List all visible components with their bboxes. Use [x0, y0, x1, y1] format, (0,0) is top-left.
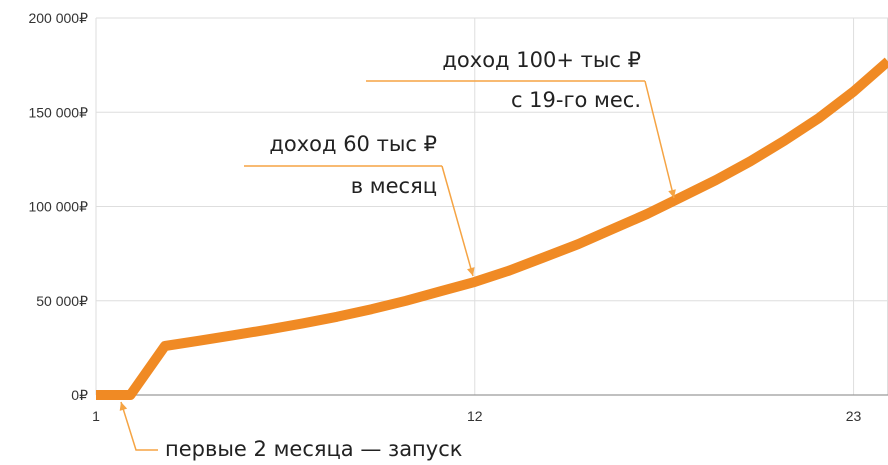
annotation-text: первые 2 месяца — запуск [165, 437, 462, 461]
x-tick-label: 23 [846, 408, 862, 424]
y-tick-label: 100 000₽ [28, 199, 88, 215]
annotations: доход 100+ тыс ₽ с 19-го мес. доход 60 тыс… [119, 48, 676, 461]
annotation-arrowhead [119, 402, 128, 411]
y-tick-label: 150 000₽ [28, 104, 88, 120]
annotation: доход 100+ тыс ₽ с 19-го мес. [366, 48, 676, 199]
annotation: доход 60 тыс ₽ в месяц [244, 132, 475, 277]
y-tick-label: 200 000₽ [28, 10, 88, 26]
annotation: первые 2 месяца — запуск [119, 401, 462, 461]
series-line [96, 57, 888, 400]
y-tick-label: 0₽ [71, 387, 88, 403]
series-layer [96, 57, 888, 400]
annotation-leader-line [644, 80, 675, 199]
x-tick-label: 1 [92, 408, 100, 424]
x-tick-label: 12 [467, 408, 483, 424]
annotation-text: с 19-го мес. [511, 88, 641, 112]
annotation-arrowhead [467, 267, 475, 276]
annotation-leader-line [441, 165, 474, 277]
annotation-arrowhead [668, 189, 676, 198]
axes: 0₽ 50 000₽ 100 000₽ 150 000₽ 200 000₽ 1 12 23 [28, 10, 888, 424]
y-tick-label: 50 000₽ [36, 293, 88, 309]
annotation-text: доход 100+ тыс ₽ [442, 48, 641, 72]
annotation-text: доход 60 тыс ₽ [269, 132, 437, 156]
annotation-text: в месяц [351, 174, 437, 198]
annotation-leader-line [120, 401, 158, 451]
